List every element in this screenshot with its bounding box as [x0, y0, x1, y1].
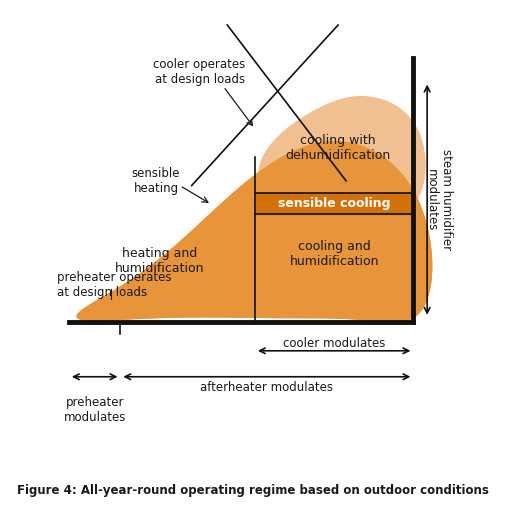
- Text: cooling with
dehumidification: cooling with dehumidification: [285, 134, 390, 162]
- Polygon shape: [259, 97, 424, 217]
- Text: afterheater modulates: afterheater modulates: [200, 382, 333, 395]
- Text: Figure 4: All-year-round operating regime based on outdoor conditions: Figure 4: All-year-round operating regim…: [17, 484, 488, 496]
- Text: steam humidifier
modulates: steam humidifier modulates: [424, 149, 452, 250]
- Polygon shape: [255, 193, 413, 214]
- Text: cooling and
humidification: cooling and humidification: [289, 240, 378, 268]
- Polygon shape: [77, 142, 431, 322]
- Text: cooler operates
at design loads: cooler operates at design loads: [153, 58, 245, 86]
- Polygon shape: [77, 142, 431, 322]
- Text: sensible
heating: sensible heating: [131, 167, 180, 195]
- Text: cooler modulates: cooler modulates: [282, 337, 385, 350]
- Text: preheater
modulates: preheater modulates: [63, 396, 126, 424]
- Text: sensible cooling: sensible cooling: [277, 197, 390, 210]
- Text: heating and
humidification: heating and humidification: [115, 247, 205, 275]
- Text: preheater operates
at design loads: preheater operates at design loads: [57, 271, 171, 299]
